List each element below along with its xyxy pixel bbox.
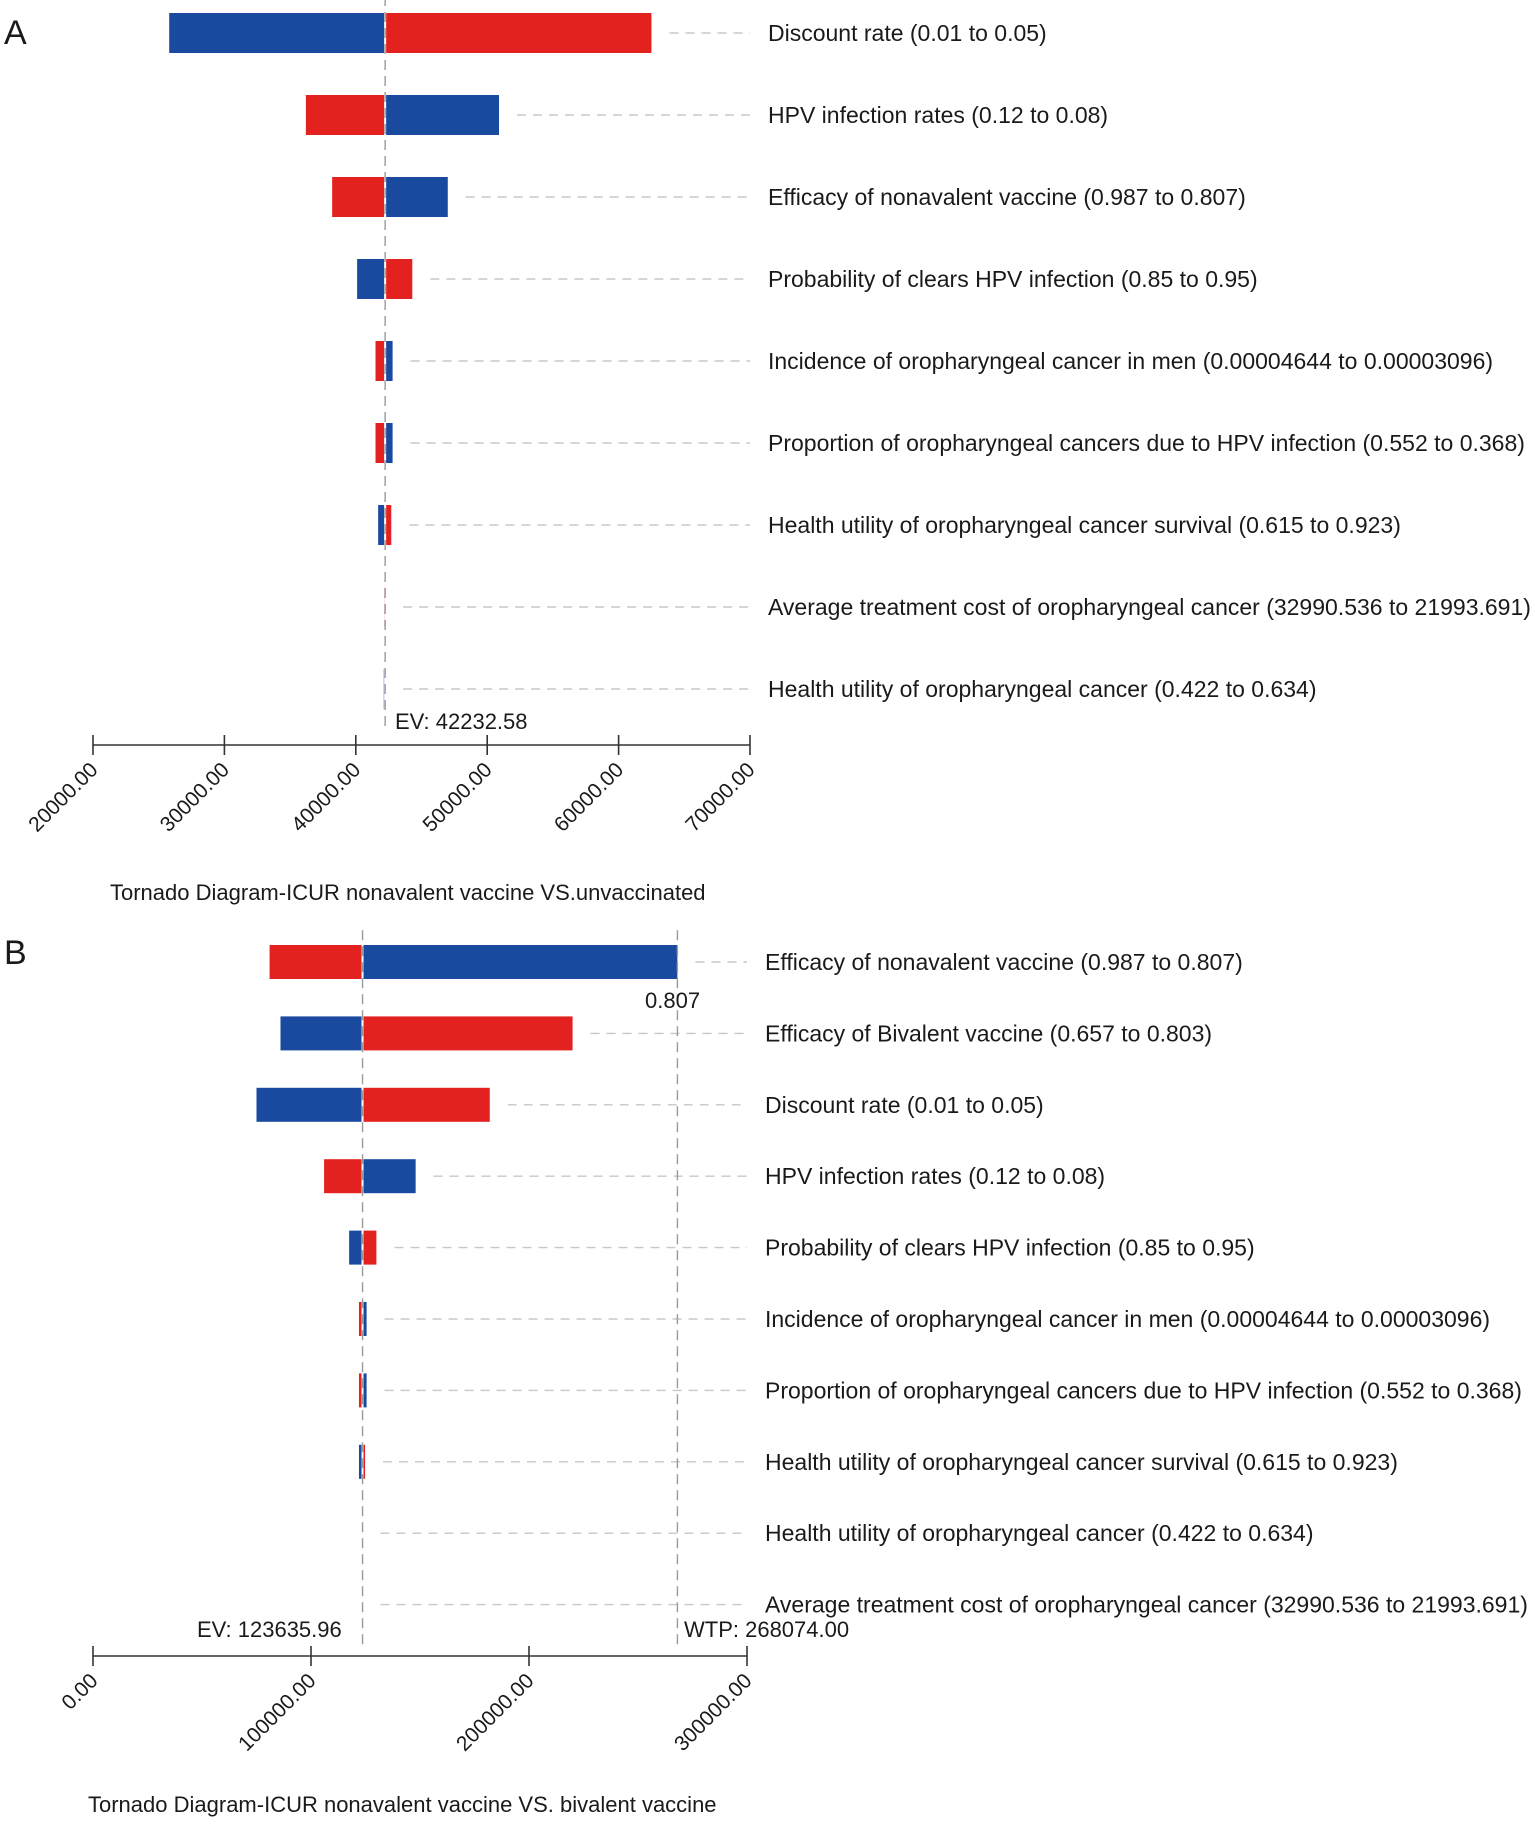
panel-a-bar-high-2 [332, 177, 385, 217]
panel-b-bar-low-0 [363, 945, 678, 979]
panel-a-bar-low-1 [385, 95, 499, 135]
panel-a-letter: A [4, 14, 27, 52]
panel-b-param-label: Proportion of oropharyngeal cancers due … [765, 1377, 1522, 1403]
panel-b-ev-label: EV: 123635.96 [197, 1617, 342, 1642]
tornado-panel-b: B Efficacy of nonavalent vaccine (0.987 t… [4, 930, 1528, 1817]
panel-b-x-tick-label: 300000.00 [670, 1669, 756, 1755]
panel-a-bar-high-0 [385, 13, 651, 53]
panel-a-param-label: Probability of clears HPV infection (0.8… [768, 266, 1258, 292]
panel-a-bar-high-4 [376, 341, 386, 381]
panel-a-param-label: Discount rate (0.01 to 0.05) [768, 20, 1047, 46]
panel-b-x-tick-label: 100000.00 [234, 1669, 320, 1755]
panel-b-param-label: HPV infection rates (0.12 to 0.08) [765, 1163, 1105, 1189]
panel-a-param-label: Proportion of oropharyngeal cancers due … [768, 430, 1525, 456]
panel-b-param-label: Discount rate (0.01 to 0.05) [765, 1092, 1044, 1118]
panel-b-wtp-label: WTP: 268074.00 [684, 1617, 849, 1642]
panel-a-x-tick-label: 50000.00 [419, 758, 497, 836]
panel-b-bar-high-2 [363, 1088, 490, 1122]
panel-a-param-label: Incidence of oropharyngeal cancer in men… [768, 348, 1493, 374]
panel-b-param-label: Efficacy of Bivalent vaccine (0.657 to 0… [765, 1020, 1212, 1046]
panel-b-bar-low-4 [349, 1231, 362, 1265]
panel-a-x-tick-label: 70000.00 [681, 758, 759, 836]
tornado-panel-a: A Discount rate (0.01 to 0.05) HPV infecti… [4, 0, 1531, 905]
panel-a-x-tick-label: 30000.00 [156, 758, 234, 836]
panel-a-param-label: Efficacy of nonavalent vaccine (0.987 to… [768, 184, 1246, 210]
panel-b-threshold-label: 0.807 [645, 988, 700, 1013]
panel-b-axis-title: Tornado Diagram-ICUR nonavalent vaccine … [88, 1792, 717, 1817]
panel-a-x-tick-label: 40000.00 [287, 758, 365, 836]
panel-a-bar-low-0 [169, 13, 385, 53]
panel-b-param-label: Average treatment cost of oropharyngeal … [765, 1592, 1528, 1618]
panel-b-x-tick-label: 200000.00 [452, 1669, 538, 1755]
panel-a-x-tick-label: 60000.00 [550, 758, 628, 836]
panel-a-bar-high-3 [385, 259, 412, 299]
panel-b-bar-high-4 [363, 1231, 377, 1265]
panel-a-x-tick-label: 20000.00 [24, 758, 102, 836]
panel-b-bar-low-3 [363, 1159, 416, 1193]
panel-b-x-tick-label: 0.00 [57, 1669, 102, 1714]
panel-a-bar-low-6 [378, 505, 385, 545]
panel-b-param-label: Health utility of oropharyngeal cancer (… [765, 1520, 1314, 1546]
panel-b-bar-low-1 [280, 1016, 362, 1050]
panel-b-bar-high-1 [363, 1016, 573, 1050]
panel-b-param-label: Probability of clears HPV infection (0.8… [765, 1235, 1255, 1261]
panel-a-bar-low-3 [357, 259, 385, 299]
panel-a-param-label: Average treatment cost of oropharyngeal … [768, 594, 1531, 620]
panel-b-bar-high-0 [270, 945, 363, 979]
panel-a-bar-high-1 [306, 95, 385, 135]
panel-a-param-label: Health utility of oropharyngeal cancer (… [768, 676, 1317, 702]
panel-b-bar-low-2 [257, 1088, 363, 1122]
panel-a-bar-low-2 [385, 177, 448, 217]
panel-a-ev-label: EV: 42232.58 [395, 709, 528, 734]
panel-b-bar-high-3 [324, 1159, 362, 1193]
panel-a-param-label: Health utility of oropharyngeal cancer s… [768, 512, 1401, 538]
panel-a-bar-low-5 [385, 423, 392, 463]
panel-a-bar-high-5 [376, 423, 386, 463]
panel-a-axis-title: Tornado Diagram-ICUR nonavalent vaccine … [110, 880, 706, 905]
panel-b-param-label: Health utility of oropharyngeal cancer s… [765, 1449, 1398, 1475]
panel-a-param-label: HPV infection rates (0.12 to 0.08) [768, 102, 1108, 128]
panel-b-param-label: Efficacy of nonavalent vaccine (0.987 to… [765, 949, 1243, 975]
panel-b-letter: B [4, 934, 27, 972]
panel-b-param-label: Incidence of oropharyngeal cancer in men… [765, 1306, 1490, 1332]
panel-a-bar-low-4 [385, 341, 392, 381]
